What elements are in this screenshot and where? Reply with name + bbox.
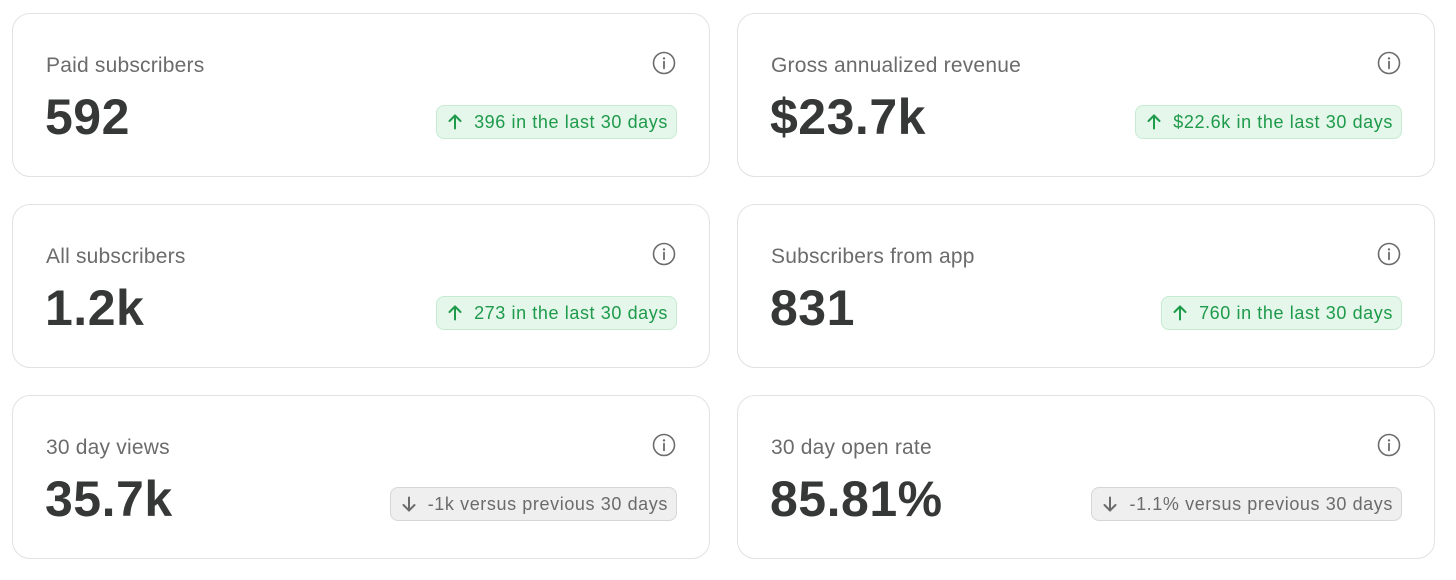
stat-label: Paid subscribers — [46, 54, 205, 77]
change-text: 396 in the last 30 days — [474, 111, 668, 132]
change-text: -1.1% versus previous 30 days — [1129, 493, 1393, 514]
change-badge: 760 in the last 30 days — [1161, 296, 1402, 330]
change-badge: -1k versus previous 30 days — [389, 487, 677, 521]
arrow-down-icon — [402, 496, 416, 512]
arrow-up-icon — [1147, 114, 1161, 130]
change-text: 273 in the last 30 days — [474, 302, 668, 323]
info-icon[interactable] — [1377, 433, 1401, 457]
stat-value: 35.7k — [45, 471, 173, 527]
stat-label: Subscribers from app — [771, 245, 975, 268]
arrow-up-icon — [1173, 305, 1187, 321]
change-text: -1k versus previous 30 days — [427, 493, 668, 514]
change-badge: $22.6k in the last 30 days — [1135, 105, 1402, 139]
arrow-up-icon — [448, 305, 462, 321]
stat-label: 30 day views — [46, 436, 170, 459]
arrow-down-icon — [1103, 496, 1117, 512]
stat-value: 85.81% — [770, 471, 943, 527]
stat-card-30-day-open-rate: 30 day open rate 85.81% -1.1% versus pre… — [737, 395, 1435, 559]
stat-label: 30 day open rate — [771, 436, 932, 459]
arrow-up-icon — [448, 114, 462, 130]
stat-card-30-day-views: 30 day views 35.7k -1k versus previous 3… — [12, 395, 710, 559]
info-icon[interactable] — [652, 51, 676, 75]
change-text: 760 in the last 30 days — [1199, 302, 1393, 323]
stat-card-paid-subscribers: Paid subscribers 592 396 in the last 30 … — [12, 13, 710, 177]
stat-value: $23.7k — [770, 89, 926, 145]
stat-value: 831 — [770, 280, 855, 336]
info-icon[interactable] — [652, 242, 676, 266]
stat-value: 1.2k — [45, 280, 145, 336]
stat-label: All subscribers — [46, 245, 186, 268]
change-badge: 273 in the last 30 days — [436, 296, 677, 330]
info-icon[interactable] — [1377, 51, 1401, 75]
stat-card-all-subscribers: All subscribers 1.2k 273 in the last 30 … — [12, 204, 710, 368]
change-text: $22.6k in the last 30 days — [1173, 111, 1393, 132]
stat-card-gross-annualized-revenue: Gross annualized revenue $23.7k $22.6k i… — [737, 13, 1435, 177]
change-badge: 396 in the last 30 days — [436, 105, 677, 139]
stat-value: 592 — [45, 89, 130, 145]
stat-label: Gross annualized revenue — [771, 54, 1021, 77]
info-icon[interactable] — [652, 433, 676, 457]
info-icon[interactable] — [1377, 242, 1401, 266]
change-badge: -1.1% versus previous 30 days — [1091, 487, 1402, 521]
stat-card-subscribers-from-app: Subscribers from app 831 760 in the last… — [737, 204, 1435, 368]
